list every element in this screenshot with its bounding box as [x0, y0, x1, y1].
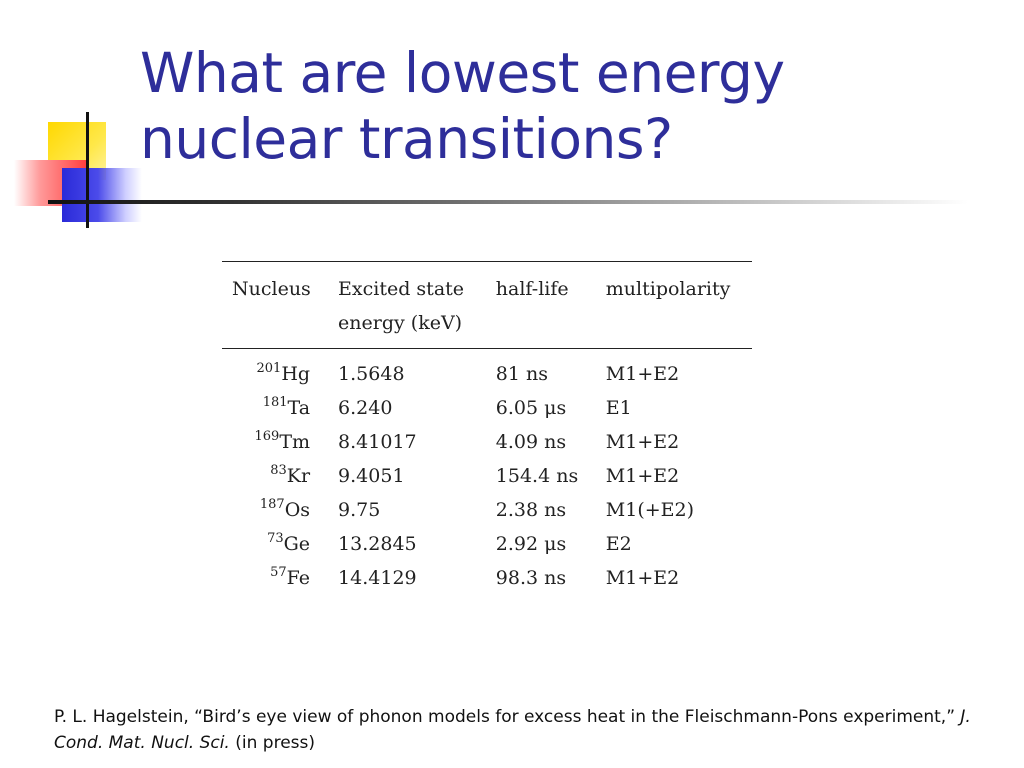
element-symbol: Fe	[286, 567, 311, 589]
header-energy: Excited state energy (keV)	[328, 261, 486, 349]
citation-text: P. L. Hagelstein, “Bird’s eye view of ph…	[54, 707, 961, 727]
mass-number: 73	[267, 530, 284, 546]
element-symbol: Kr	[286, 465, 311, 487]
title-underline-rule	[48, 200, 968, 204]
citation: P. L. Hagelstein, “Bird’s eye view of ph…	[54, 704, 1004, 756]
multipolarity-cell: E1	[605, 397, 632, 419]
nucleus-cell: 57Fe	[222, 561, 328, 595]
header-multipolarity: multipolarity	[595, 261, 752, 349]
nucleus-cell: 83Kr	[222, 459, 328, 493]
mass-number: 83	[270, 462, 287, 478]
energy-cell: 9.75	[338, 499, 381, 521]
energy-cell: 14.4129	[338, 567, 417, 589]
table-row: 57Fe 14.4129 98.3 ns M1+E2	[222, 561, 752, 595]
citation-journal: J. Cond. Mat. Nucl. Sci.	[54, 707, 971, 753]
decorative-blue-square	[62, 168, 142, 222]
header-energy-line-1: Excited state	[338, 278, 465, 300]
multipolarity-cell: M1+E2	[605, 363, 680, 385]
multipolarity-cell: M1+E2	[605, 431, 680, 453]
multipolarity-cell: M1+E2	[605, 567, 680, 589]
transitions-table-container: Nucleus Excited state energy (keV) half-…	[222, 261, 752, 595]
mass-number: 57	[270, 564, 287, 580]
citation-status: (in press)	[229, 733, 315, 753]
table-row: 187Os 9.75 2.38 ns M1(+E2)	[222, 493, 752, 527]
mass-number: 187	[259, 496, 285, 512]
slide-title-line-1: What are lowest energy	[140, 41, 785, 105]
header-nucleus: Nucleus	[222, 261, 329, 349]
energy-cell: 8.41017	[338, 431, 417, 453]
nucleus-cell: 187Os	[222, 493, 328, 527]
decorative-vertical-line	[86, 112, 89, 228]
half-life-cell: 2.38 ns	[495, 499, 567, 521]
half-life-cell: 6.05 μs	[495, 397, 567, 419]
energy-cell: 9.4051	[338, 465, 405, 487]
mass-number: 201	[256, 360, 282, 376]
half-life-cell: 81 ns	[495, 363, 548, 385]
table-header-row: Nucleus Excited state energy (keV) half-…	[222, 261, 752, 349]
nucleus-cell: 73Ge	[222, 527, 328, 561]
table-row: 169Tm 8.41017 4.09 ns M1+E2	[222, 425, 752, 459]
half-life-cell: 2.92 μs	[495, 533, 567, 555]
slide-title: What are lowest energy nuclear transitio…	[140, 40, 1000, 172]
half-life-cell: 4.09 ns	[495, 431, 567, 453]
nucleus-cell: 169Tm	[222, 425, 328, 459]
slide-title-line-2: nuclear transitions?	[140, 107, 673, 171]
element-symbol: Ta	[287, 397, 311, 419]
element-symbol: Os	[284, 499, 311, 521]
energy-cell: 13.2845	[338, 533, 417, 555]
multipolarity-cell: E2	[605, 533, 632, 555]
table-row: 83Kr 9.4051 154.4 ns M1+E2	[222, 459, 752, 493]
energy-cell: 6.240	[338, 397, 393, 419]
energy-cell: 1.5648	[338, 363, 405, 385]
table-row: 73Ge 13.2845 2.92 μs E2	[222, 527, 752, 561]
multipolarity-cell: M1(+E2)	[605, 499, 695, 521]
half-life-cell: 154.4 ns	[495, 465, 579, 487]
element-symbol: Ge	[283, 533, 311, 555]
nucleus-cell: 181Ta	[222, 391, 328, 425]
header-half-life: half-life	[485, 261, 596, 349]
table-row: 181Ta 6.240 6.05 μs E1	[222, 391, 752, 425]
multipolarity-cell: M1+E2	[605, 465, 680, 487]
table-row: 201Hg 1.5648 81 ns M1+E2	[222, 349, 752, 392]
element-symbol: Hg	[281, 363, 311, 385]
element-symbol: Tm	[279, 431, 311, 453]
half-life-cell: 98.3 ns	[495, 567, 567, 589]
transitions-table: Nucleus Excited state energy (keV) half-…	[222, 261, 752, 595]
nucleus-cell: 201Hg	[222, 349, 328, 392]
mass-number: 181	[262, 394, 288, 410]
table-body: 201Hg 1.5648 81 ns M1+E2 181Ta 6.240 6.05 μs E1…	[222, 349, 752, 596]
mass-number: 169	[254, 428, 280, 444]
header-energy-line-2: energy (keV)	[338, 312, 463, 334]
